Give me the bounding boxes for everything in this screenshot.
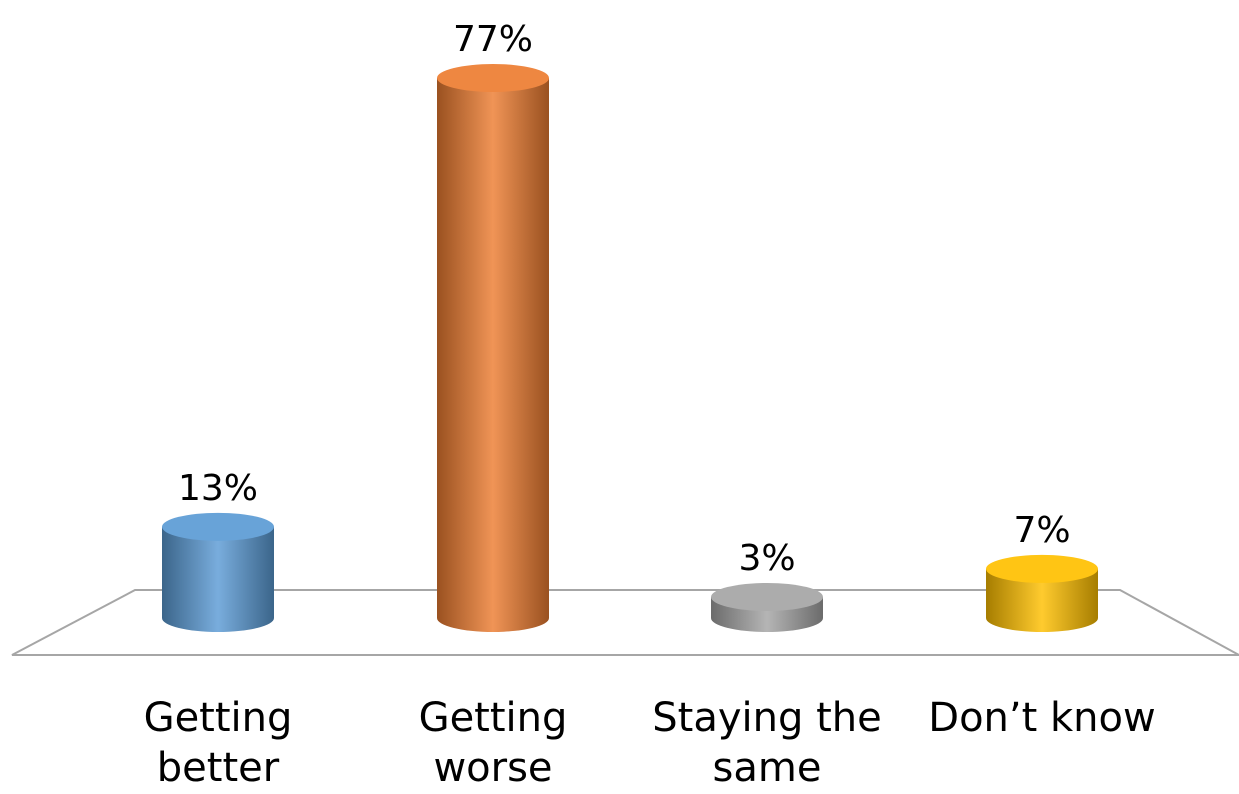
bar-getting-better	[162, 512, 274, 632]
data-label-getting-worse: 77%	[453, 19, 533, 60]
bar-body-don-t-know	[986, 568, 1098, 632]
category-label-getting-worse: Getting worse	[418, 695, 568, 791]
category-label-getting-better: Getting better	[143, 695, 293, 791]
bar-staying-the-same	[711, 582, 823, 632]
category-label-staying-the-same: Staying the same	[652, 695, 882, 791]
bar-top-getting-better	[162, 512, 274, 541]
bar-body-getting-better	[162, 526, 274, 632]
data-label-staying-the-same: 3%	[738, 538, 795, 579]
bar-getting-worse	[437, 64, 549, 632]
data-label-getting-better: 13%	[178, 468, 258, 509]
bar-top-getting-worse	[437, 64, 549, 92]
bar-top-staying-the-same	[711, 582, 823, 611]
category-label-don-t-know: Don’t know	[928, 695, 1156, 741]
bar-body-getting-worse	[437, 78, 549, 632]
bar-don-t-know	[986, 554, 1098, 632]
bar-top-don-t-know	[986, 554, 1098, 583]
data-label-don-t-know: 7%	[1013, 510, 1070, 551]
